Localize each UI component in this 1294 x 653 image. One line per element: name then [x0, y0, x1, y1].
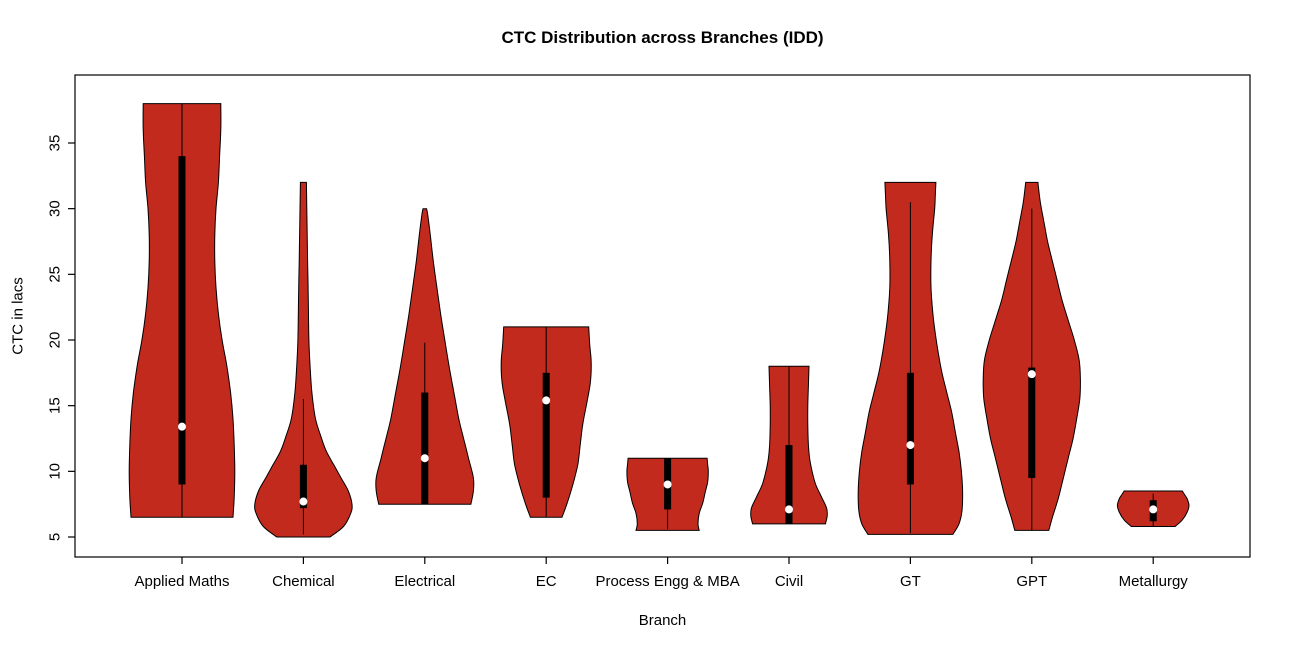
violin-chemical	[254, 181, 353, 538]
y-tick-label: 35	[47, 135, 64, 152]
category-label-gt: GT	[900, 573, 921, 590]
category-label-ec: EC	[536, 573, 557, 590]
iqr-box-electrical	[421, 392, 429, 505]
iqr-box-civil	[785, 445, 793, 524]
iqr-box-applied-maths	[178, 156, 186, 485]
y-tick-label: 25	[47, 266, 64, 283]
category-label-metallurgy: Metallurgy	[1119, 573, 1189, 590]
iqr-box-gt	[906, 372, 914, 485]
category-label-gpt: GPT	[1016, 573, 1047, 590]
median-dot-chemical	[299, 497, 308, 506]
median-dot-civil	[785, 505, 793, 514]
chart-title: CTC Distribution across Branches (IDD)	[501, 28, 824, 47]
iqr-box-chemical	[299, 464, 307, 509]
median-dot-ec	[542, 396, 551, 405]
plot-border	[74, 74, 1251, 558]
iqr-box-gpt	[1028, 367, 1036, 478]
y-tick-label: 10	[47, 463, 64, 480]
category-label-electrical: Electrical	[394, 573, 455, 590]
x-axis-label: Branch	[638, 612, 687, 629]
median-dot-metallurgy	[1149, 505, 1158, 514]
category-label-applied-maths: Applied Maths	[134, 573, 229, 590]
y-tick-label: 15	[47, 397, 64, 414]
category-label-chemical: Chemical	[272, 573, 335, 590]
y-tick-label: 20	[47, 332, 64, 349]
median-dot-process-engg-mba	[663, 480, 672, 489]
median-dot-gt	[906, 441, 915, 450]
median-dot-gpt	[1027, 370, 1036, 379]
y-tick-label: 30	[47, 200, 64, 217]
category-label-process-engg-mba: Process Engg & MBA	[595, 573, 739, 590]
median-dot-applied-maths	[178, 422, 186, 431]
iqr-box-ec	[542, 372, 550, 498]
category-label-civil: Civil	[775, 573, 803, 590]
median-dot-electrical	[420, 454, 429, 463]
y-tick-label: 5	[47, 533, 64, 541]
